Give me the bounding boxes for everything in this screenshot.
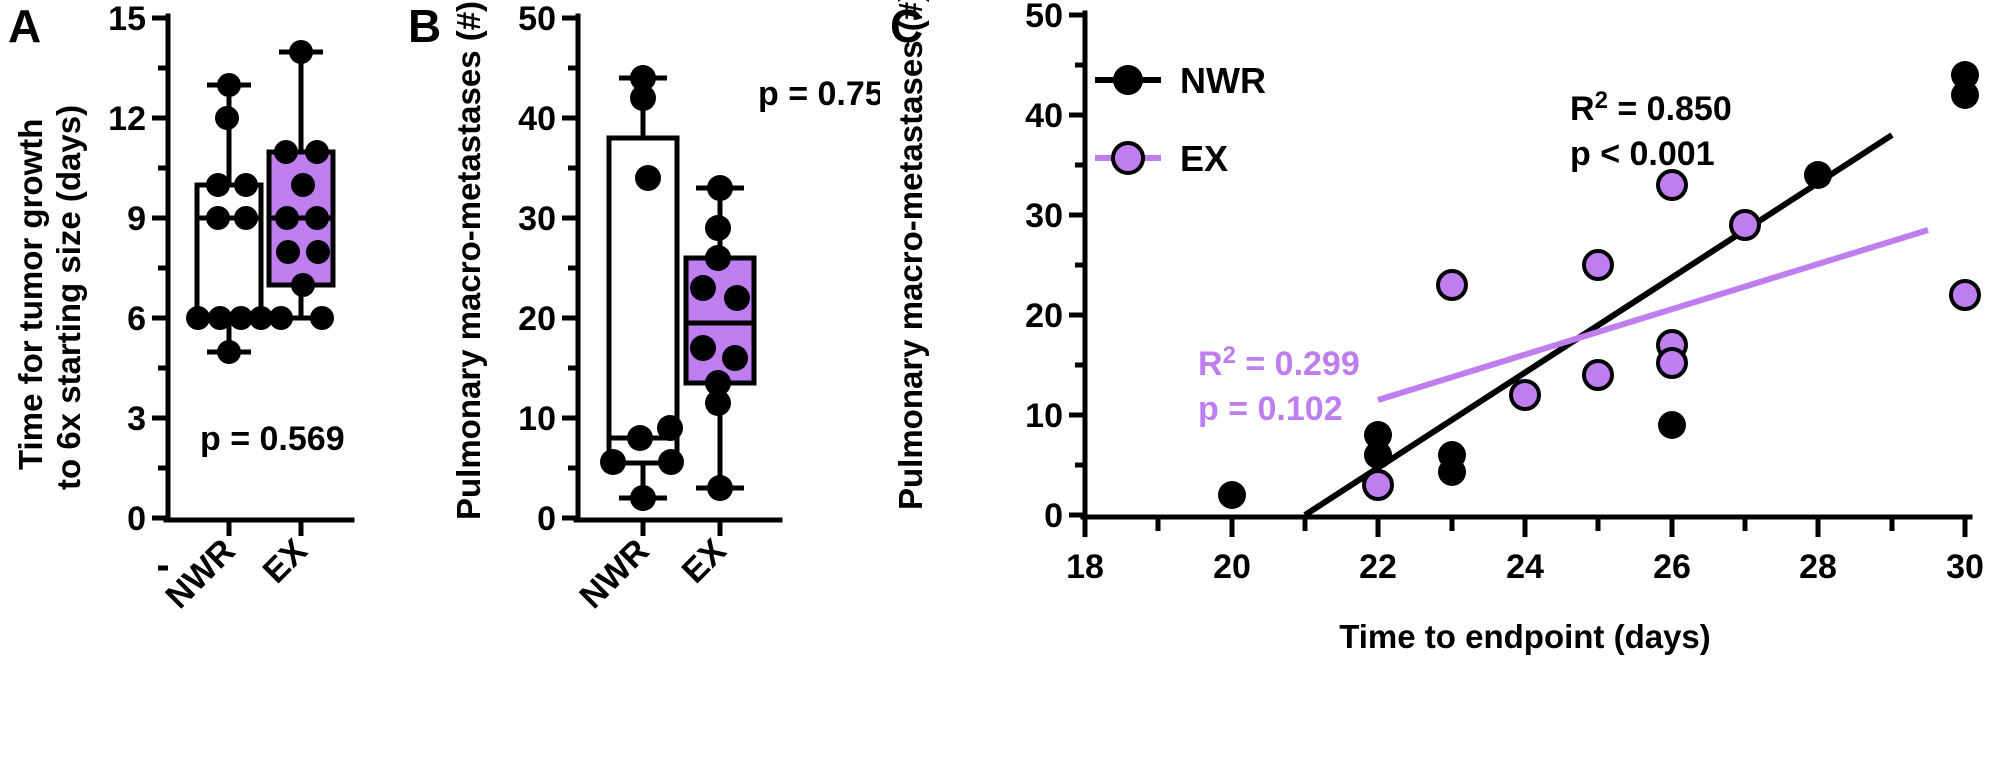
nwr-r2-superscript: 2 [1595,87,1608,114]
panel-a-ytick-12: 12 [108,100,146,138]
nwr-r2-label: R [1570,90,1595,128]
svg-text:R2 = 0.850: R2 = 0.850 [1570,87,1732,128]
panel-b-ylabel: Pulmonary macro-metastases (#) [450,1,487,520]
panel-c-ytick-10: 10 [1025,397,1063,435]
legend-label-nwr: NWR [1180,60,1266,101]
ex-r2-label: R [1198,345,1223,383]
panel-c-ytick-20: 20 [1025,297,1063,335]
panel-c-y-minor-ticks [1075,62,1085,468]
panel-a-points-nwr [186,73,273,364]
panel-c-xtick-30: 30 [1946,548,1984,586]
panel-a-pvalue: p = 0.569 [200,420,345,458]
panel-a-ytick-6: 6 [127,300,146,338]
panel-b-points-nwr [600,65,684,511]
ex-r2-value: = 0.299 [1236,345,1360,383]
legend-label-ex: EX [1180,138,1228,179]
panel-c-annotation-nwr: R2 = 0.850 p < 0.001 [1570,87,1732,173]
panel-c-ytick-0: 0 [1044,497,1063,535]
panel-b: B Pulmonary macro-metastases (#) 0 10 20… [408,0,880,616]
panel-a-xcat-nwr: NWR [158,532,242,616]
panel-c-ytick-50: 50 [1025,0,1063,35]
panel-b-y-major-ticks [562,15,578,521]
panel-b-ytick-50: 50 [518,0,556,38]
panel-b-pvalue: p = 0.753 [758,75,880,113]
panel-b-ytick-30: 30 [518,200,556,238]
panel-c-points-nwr [1218,61,1979,509]
svg-text:R2 = 0.299: R2 = 0.299 [1198,342,1360,383]
panel-b-y-minor-ticks [568,65,578,471]
panel-a: A Time for tumor growth to 6x starting s… [8,0,355,616]
panel-b-ytick-0: 0 [537,500,556,538]
panel-b-ytick-40: 40 [518,100,556,138]
panel-a-ytick-9: 9 [127,200,146,238]
panel-c-xlabel: Time to endpoint (days) [1339,618,1711,655]
ex-r2-superscript: 2 [1223,342,1236,369]
panel-b-points-ex [690,175,750,501]
panel-a-xcat-ex: EX [256,532,315,591]
panel-b-box-nwr [606,75,680,501]
panel-c-points-ex [1362,169,1981,501]
panel-c-letter: C [890,0,923,52]
panel-a-ylabel-line1: Time for tumor growth [12,119,49,470]
panel-c-x-major-ticks [1082,517,1968,537]
panel-c-xtick-26: 26 [1653,548,1691,586]
panel-c-y-major-ticks [1069,12,1085,518]
panel-c-fit-ex [1377,227,1929,403]
nwr-p-value: p < 0.001 [1570,135,1715,173]
panel-c-x-minor-ticks [1155,517,1895,531]
panel-c-fit-nwr [1303,132,1894,518]
ex-p-value: p = 0.102 [1198,390,1343,428]
panel-b-ytick-10: 10 [518,400,556,438]
panel-a-points-ex [269,40,334,330]
panel-a-ytick-0: 0 [127,500,146,538]
legend-item-ex: EX [1095,138,1228,179]
panel-c-ylabel: Pulmonary macro-metastases (#) [892,0,929,510]
panel-a-ytick-3: 3 [127,400,146,438]
panel-a-ytick-15: 15 [108,0,146,38]
panel-c-annotation-ex: R2 = 0.299 p = 0.102 [1198,342,1360,428]
panel-c-ytick-40: 40 [1025,97,1063,135]
panel-a-letter: A [8,0,41,52]
panel-c: C Pulmonary macro-metastases (#) 0 10 20… [890,0,1984,655]
panel-b-ytick-20: 20 [518,300,556,338]
panel-b-letter: B [408,0,441,52]
panel-c-xtick-28: 28 [1799,548,1837,586]
panel-c-xtick-20: 20 [1213,548,1251,586]
panel-c-xtick-18: 18 [1066,548,1104,586]
panel-b-xcat-nwr: NWR [572,532,656,616]
legend-item-nwr: NWR [1095,60,1266,101]
panel-a-y-major-ticks [152,15,168,521]
panel-c-ytick-30: 30 [1025,197,1063,235]
panel-c-legend: NWR EX [1095,60,1266,179]
panel-b-xcat-ex: EX [675,532,734,591]
panel-a-y-minor-ticks [158,65,168,571]
panel-c-xtick-22: 22 [1359,548,1397,586]
panel-c-xtick-24: 24 [1506,548,1544,586]
panel-a-ylabel-line2: to 6x starting size (days) [50,105,87,490]
nwr-r2-value: = 0.850 [1608,90,1732,128]
